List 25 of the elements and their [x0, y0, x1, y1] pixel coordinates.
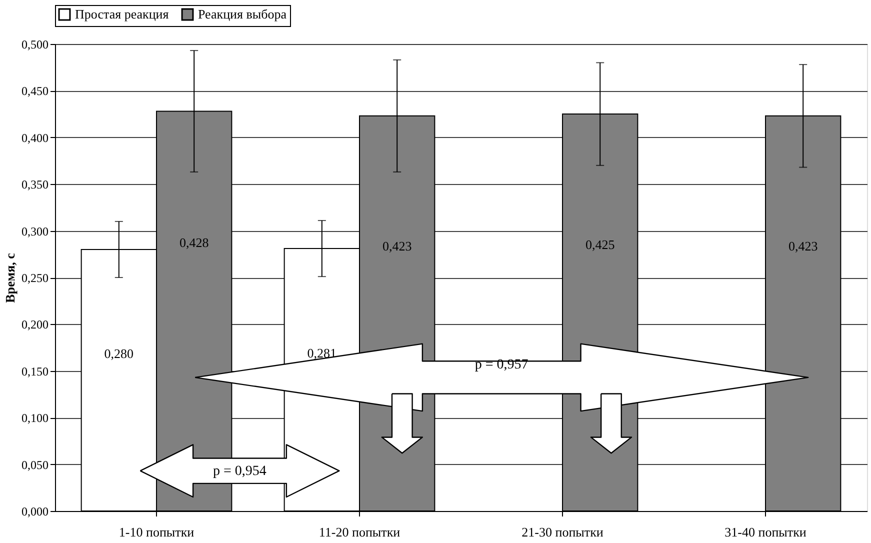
y-tick-label: 0,500 — [22, 38, 48, 52]
y-tick-label: 0,000 — [22, 504, 48, 518]
y-tick-label: 0,300 — [22, 224, 48, 238]
y-tick-label: 0,150 — [22, 364, 48, 378]
y-tick-label: 0,250 — [22, 271, 48, 285]
data-label: 0,280 — [104, 346, 134, 362]
x-tick-label: 21-30 попытки — [522, 524, 604, 540]
data-label: 0,423 — [382, 238, 412, 254]
y-axis-title: Время, с — [2, 252, 18, 303]
data-label: 0,425 — [585, 237, 615, 252]
y-tick-label: 0,050 — [22, 458, 48, 472]
data-label: 0,281 — [307, 346, 337, 361]
y-tick-label: 0,350 — [22, 178, 48, 192]
y-tick-label: 0,200 — [22, 318, 48, 332]
legend-label: Простая реакция — [75, 6, 169, 22]
x-tick-label: 31-40 попытки — [724, 524, 806, 540]
legend-label: Реакция выбора — [198, 6, 287, 22]
data-label: 0,423 — [788, 238, 818, 254]
annotation: p = 0,954 — [213, 464, 266, 479]
y-tick-label: 0,400 — [22, 130, 48, 145]
x-tick-label: 1-10 попытки — [118, 524, 194, 540]
y-tick-label: 0,450 — [22, 84, 48, 98]
y-tick-label: 0,100 — [22, 411, 48, 426]
data-label: 0,428 — [179, 235, 209, 250]
x-tick-label: 11-20 попытки — [318, 524, 400, 540]
